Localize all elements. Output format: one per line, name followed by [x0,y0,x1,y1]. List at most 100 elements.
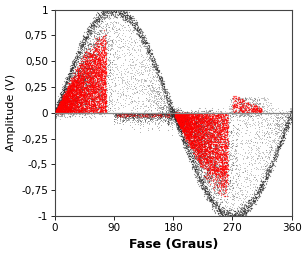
Point [186,111,191,115]
Point [223,180,228,184]
Point [151,115,156,119]
Point [251,197,256,201]
Point [95,30,100,34]
Point [177,120,182,124]
Point [102,30,107,34]
Point [66,100,71,104]
Point [96,93,101,97]
Point [99,85,104,89]
Point [179,118,184,123]
Point [60,97,65,101]
Point [67,85,72,89]
Point [176,113,181,117]
Point [227,213,232,217]
Point [217,210,222,214]
Point [224,168,229,172]
Point [219,144,224,149]
Point [204,160,209,164]
Point [202,149,207,153]
Point [194,161,199,165]
Point [252,97,257,101]
Point [142,113,147,117]
Point [166,120,171,124]
Point [176,116,181,120]
Point [92,107,97,111]
Point [107,68,112,72]
Point [188,133,193,137]
Point [96,49,101,53]
Point [206,146,211,150]
Point [227,154,231,158]
Point [89,41,94,45]
Point [91,104,96,108]
Point [235,214,240,218]
Point [185,133,190,137]
Point [137,116,142,120]
Point [239,104,243,108]
Point [61,97,66,101]
Point [209,142,214,146]
Point [170,110,175,114]
Point [178,114,183,118]
Point [166,114,171,118]
Point [77,101,82,105]
Point [115,8,120,12]
Point [151,112,156,116]
Point [59,92,64,96]
Point [215,168,220,172]
Point [87,110,92,114]
Point [208,170,213,174]
Point [230,192,235,196]
Point [155,113,160,117]
Point [256,112,261,116]
Point [150,95,155,99]
Point [82,88,87,92]
Point [258,172,263,176]
Point [90,78,95,82]
Point [251,106,256,110]
Point [177,111,182,115]
Point [86,102,91,106]
Point [178,121,183,125]
Point [64,95,69,99]
Point [238,106,243,111]
Point [137,88,142,92]
Point [207,141,212,145]
Point [117,111,122,115]
Point [214,164,219,168]
Point [83,98,88,102]
Point [190,154,195,159]
Point [89,85,94,89]
Point [208,157,213,161]
Point [251,198,256,202]
Point [185,132,189,136]
Point [90,85,95,89]
Point [62,86,67,90]
Point [141,115,146,119]
Point [207,142,212,146]
Point [144,96,149,100]
Point [89,77,94,81]
Point [196,137,201,141]
Point [193,143,198,147]
Point [225,169,230,173]
Point [191,162,196,167]
Point [96,66,101,70]
Point [65,87,70,91]
Point [181,124,186,128]
Point [282,111,287,115]
Point [261,133,266,137]
Point [164,110,169,114]
Point [93,94,98,98]
Point [87,99,92,103]
Point [187,151,192,155]
Point [188,118,193,123]
Point [83,76,88,80]
Point [184,129,188,133]
Point [190,159,195,163]
Point [103,23,108,27]
Point [202,127,207,132]
Point [194,115,199,120]
Point [80,72,85,76]
Point [199,156,204,160]
